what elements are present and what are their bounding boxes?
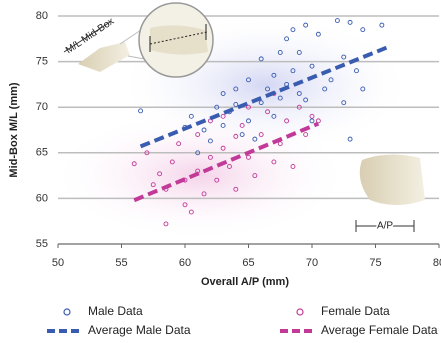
- y-tick-label: 60: [36, 192, 48, 204]
- bone-image: [360, 154, 425, 205]
- x-axis-title: Overall A/P (mm): [201, 276, 289, 288]
- legend-label: Male Data: [88, 304, 143, 318]
- data-point: [335, 19, 339, 23]
- data-point: [348, 20, 352, 24]
- legend-marker: [297, 309, 303, 315]
- x-tick-label: 65: [242, 257, 254, 269]
- x-tick-label: 55: [115, 257, 127, 269]
- x-tick-label: 70: [306, 257, 318, 269]
- data-point: [380, 23, 384, 27]
- legend-label: Female Data: [321, 304, 390, 318]
- x-tick-label: 80: [433, 257, 441, 269]
- y-tick-label: 80: [36, 10, 48, 22]
- y-tick-label: 70: [36, 101, 48, 113]
- chart: M/L Mid-Box A/P Overall A/P (mm) Mid-Box…: [0, 0, 441, 343]
- bone-detail: [150, 25, 208, 54]
- legend-label: Average Male Data: [88, 323, 191, 337]
- y-tick-label: 75: [36, 56, 48, 68]
- y-tick-label: 55: [36, 238, 48, 250]
- x-tick-label: 60: [179, 257, 191, 269]
- x-tick-label: 50: [52, 257, 64, 269]
- y-axis-title: Mid-Box M/L (mm): [8, 82, 20, 177]
- data-point: [361, 28, 365, 32]
- y-tick-label: 65: [36, 147, 48, 159]
- legend-label: Average Female Data: [321, 323, 438, 337]
- annotation: A/P: [377, 221, 393, 232]
- x-tick-label: 75: [369, 257, 381, 269]
- legend-marker: [64, 309, 70, 315]
